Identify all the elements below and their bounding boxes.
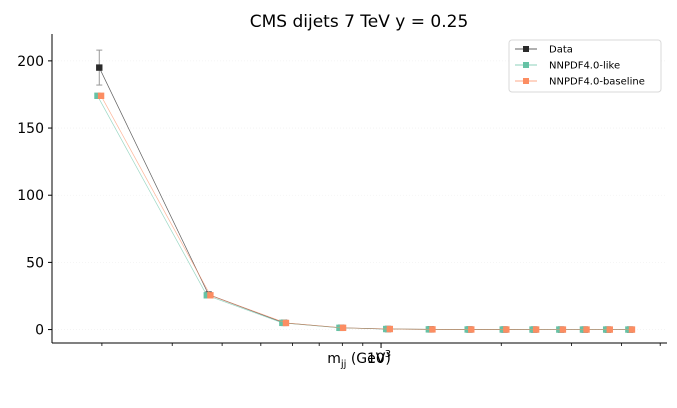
data-point bbox=[282, 319, 290, 327]
data-point bbox=[386, 325, 394, 333]
y-tick-label: 150 bbox=[17, 121, 44, 137]
data-point bbox=[279, 319, 286, 327]
x-axis-label: mjj (GeV) bbox=[327, 351, 391, 370]
series-line bbox=[100, 95, 632, 330]
legend-marker bbox=[523, 46, 529, 52]
series-line bbox=[98, 67, 631, 330]
plot-area bbox=[52, 49, 667, 333]
legend-marker bbox=[523, 62, 529, 68]
data-point bbox=[429, 326, 436, 333]
legend-marker bbox=[523, 78, 529, 84]
data-point bbox=[532, 326, 540, 333]
y-axis-ticks: 0 50 100 150 200 bbox=[17, 54, 52, 339]
data-point bbox=[606, 326, 613, 333]
x-axis-label-subscript: jj bbox=[340, 359, 347, 370]
data-point bbox=[203, 292, 211, 299]
legend-box bbox=[508, 39, 662, 93]
legend-label: NNPDF4.0-baseline bbox=[549, 77, 645, 88]
data-point bbox=[468, 326, 475, 333]
data-point bbox=[628, 326, 636, 333]
data-point bbox=[207, 292, 214, 299]
data-point bbox=[559, 326, 567, 333]
legend-label: NNPDF4.0-like bbox=[549, 61, 620, 72]
data-point bbox=[503, 326, 510, 333]
data-point bbox=[339, 324, 347, 332]
y-tick-label: 0 bbox=[35, 323, 44, 339]
y-tick-label: 200 bbox=[17, 54, 44, 70]
data-point bbox=[97, 92, 105, 99]
y-tick-label: 50 bbox=[26, 255, 44, 271]
legend: Data NNPDF4.0-like NNPDF4.0-baseline bbox=[508, 39, 662, 93]
chart-title: CMS dijets 7 TeV y = 0.25 bbox=[250, 12, 469, 32]
series-line bbox=[97, 95, 629, 330]
legend-label: Data bbox=[549, 45, 573, 56]
data-point bbox=[96, 64, 103, 71]
data-point bbox=[583, 326, 590, 333]
x-axis-ticks: 103 bbox=[101, 343, 661, 367]
y-tick-label: 100 bbox=[17, 188, 44, 204]
x-tick-label: 103 bbox=[367, 349, 391, 367]
data-point bbox=[94, 92, 101, 99]
